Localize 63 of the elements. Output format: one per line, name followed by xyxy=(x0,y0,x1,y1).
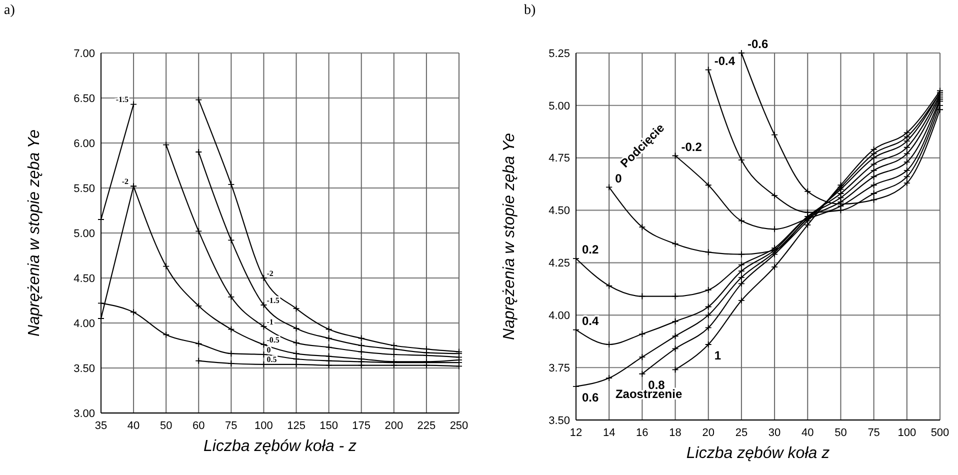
x-axis-title: Liczba zębów koła z xyxy=(686,445,830,462)
x-tick-label: 20 xyxy=(702,427,714,439)
x-tick-label: 75 xyxy=(225,420,238,432)
x-tick-label: 250 xyxy=(450,420,468,432)
annotation: 0 xyxy=(266,345,271,354)
y-tick-label: 4.00 xyxy=(74,318,95,330)
x-tick-label: 175 xyxy=(352,420,371,432)
annotation: 0.6 xyxy=(582,390,600,405)
x-tick-label: 30 xyxy=(768,427,781,439)
x-tick-label: 35 xyxy=(94,420,108,432)
y-tick-label: 3.00 xyxy=(74,408,95,420)
y-tick-label: 3.50 xyxy=(548,414,570,427)
x-tick-label: 225 xyxy=(417,420,436,432)
y-tick-label: 5.50 xyxy=(74,182,95,195)
x-tick-label: 14 xyxy=(602,427,616,439)
annotation: 0.5 xyxy=(266,355,277,364)
annotation: -2 xyxy=(266,268,274,278)
y-tick-label: 6.50 xyxy=(74,92,95,105)
annotation: -0.6 xyxy=(747,37,768,52)
x-tick-label: 50 xyxy=(834,427,847,439)
y-tick-label: 4.75 xyxy=(548,152,570,165)
y-tick-label: 3.50 xyxy=(74,362,95,375)
y-tick-label: 5.25 xyxy=(548,48,570,60)
annotation: 0.4 xyxy=(582,314,600,328)
annotation: -0.2 xyxy=(681,140,702,154)
annotation: -1.5 xyxy=(266,296,280,305)
x-tick-label: 100 xyxy=(254,420,273,432)
x-axis-title: Liczba zębów koła - z xyxy=(204,438,356,455)
y-tick-label: 7.00 xyxy=(74,48,95,60)
x-tick-label: 75 xyxy=(868,427,880,439)
x-tick-label: 16 xyxy=(636,427,648,439)
annotation: -0.4 xyxy=(714,54,736,68)
x-tick-label: 50 xyxy=(160,420,172,432)
x-tick-label: 200 xyxy=(384,420,404,432)
annotation: 1 xyxy=(714,348,722,363)
y-axis-title: Naprężenia w stopie zęba Ye xyxy=(26,129,43,336)
annotation: -1 xyxy=(266,317,274,326)
y-axis-title: Naprężenia w stopie zęba Ye xyxy=(501,132,518,340)
y-tick-label: 3.75 xyxy=(548,362,570,374)
y-tick-label: 5.00 xyxy=(548,100,570,112)
y-tick-label: 4.00 xyxy=(548,310,570,322)
chart-title: b) xyxy=(524,3,536,18)
y-tick-label: 4.50 xyxy=(548,205,570,218)
annotation: 0 xyxy=(615,171,622,186)
x-tick-label: 500 xyxy=(930,427,950,439)
y-tick-label: 4.25 xyxy=(548,258,570,270)
annotation: -0.5 xyxy=(266,335,280,344)
x-tick-label: 40 xyxy=(802,427,814,439)
y-tick-label: 4.50 xyxy=(74,272,95,285)
annotation: -2 xyxy=(122,177,129,186)
annotation: 0.2 xyxy=(582,242,600,257)
y-tick-label: 5.00 xyxy=(74,228,95,240)
x-tick-label: 40 xyxy=(127,420,140,432)
x-tick-label: 12 xyxy=(570,427,582,439)
x-tick-label: 125 xyxy=(287,420,306,432)
x-tick-label: 25 xyxy=(735,427,748,439)
x-tick-label: 150 xyxy=(320,420,338,432)
x-tick-label: 100 xyxy=(898,427,916,439)
chart-title: a) xyxy=(4,3,16,18)
x-tick-label: 18 xyxy=(669,427,682,439)
x-tick-label: 60 xyxy=(192,420,205,432)
annotation: -1.5 xyxy=(116,95,129,104)
y-tick-label: 6.00 xyxy=(74,138,95,150)
